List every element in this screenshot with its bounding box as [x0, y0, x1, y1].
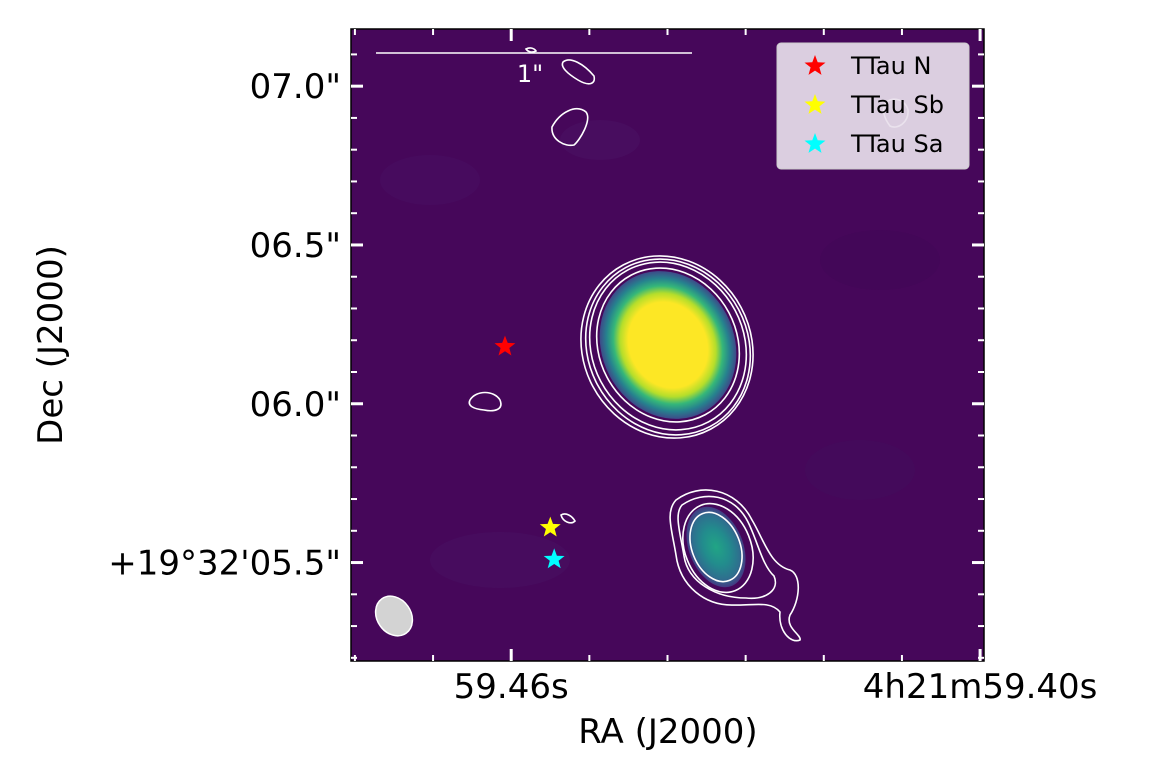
scale-bar-label: 1" [517, 60, 543, 88]
axis-ticks [351, 29, 984, 661]
legend-star-icon [804, 94, 826, 114]
legend-label: TTau N [850, 52, 931, 80]
source-markers [494, 335, 565, 569]
y-tick-label: 07.0" [250, 67, 341, 107]
x-tick-label: 4h21m59.40s [863, 667, 1098, 707]
source-n-emission [599, 271, 737, 419]
legend-box [776, 42, 970, 170]
star-icon [494, 335, 516, 356]
x-axis-title: RA (J2000) [578, 712, 757, 752]
y-tick-label: 06.5" [250, 226, 341, 266]
legend-label: TTau Sb [850, 91, 944, 119]
legend: TTau N TTau Sb TTau Sa [776, 42, 970, 170]
source-s-emission [686, 506, 746, 588]
y-axis-title: Dec (J2000) [31, 245, 71, 445]
y-tick-label: +19°32'05.5" [108, 544, 341, 584]
beam-ellipse [374, 595, 414, 637]
noise-texture [380, 120, 940, 588]
x-tick-label: 59.46s [454, 667, 569, 707]
y-tick-labels: +19°32'05.5" 06.0" 06.5" 07.0" [108, 67, 341, 583]
star-icon [539, 516, 561, 537]
legend-star-icon [804, 55, 826, 75]
x-tick-labels: 59.46s 4h21m59.40s [454, 667, 1098, 707]
star-icon [543, 548, 565, 569]
legend-star-icon [804, 133, 826, 153]
legend-label: TTau Sa [850, 130, 943, 158]
y-tick-label: 06.0" [250, 385, 341, 425]
